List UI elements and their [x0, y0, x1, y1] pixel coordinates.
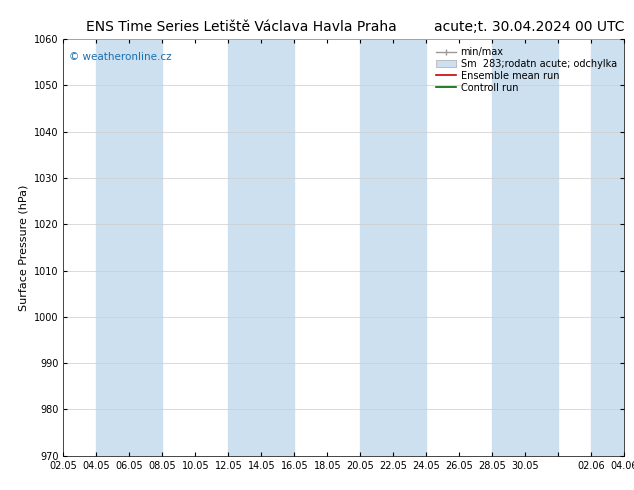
Bar	[96, 39, 162, 456]
Bar	[228, 39, 294, 456]
Text: ENS Time Series Letiště Václava Havla Praha: ENS Time Series Letiště Václava Havla Pr…	[86, 20, 396, 34]
Text: acute;t. 30.04.2024 00 UTC: acute;t. 30.04.2024 00 UTC	[434, 20, 624, 34]
Bar	[361, 39, 427, 456]
Bar	[493, 39, 559, 456]
Bar	[592, 39, 634, 456]
Text: © weatheronline.cz: © weatheronline.cz	[69, 51, 172, 62]
Legend: min/max, Sm  283;rodatn acute; odchylka, Ensemble mean run, Controll run: min/max, Sm 283;rodatn acute; odchylka, …	[434, 44, 619, 96]
Y-axis label: Surface Pressure (hPa): Surface Pressure (hPa)	[18, 184, 29, 311]
